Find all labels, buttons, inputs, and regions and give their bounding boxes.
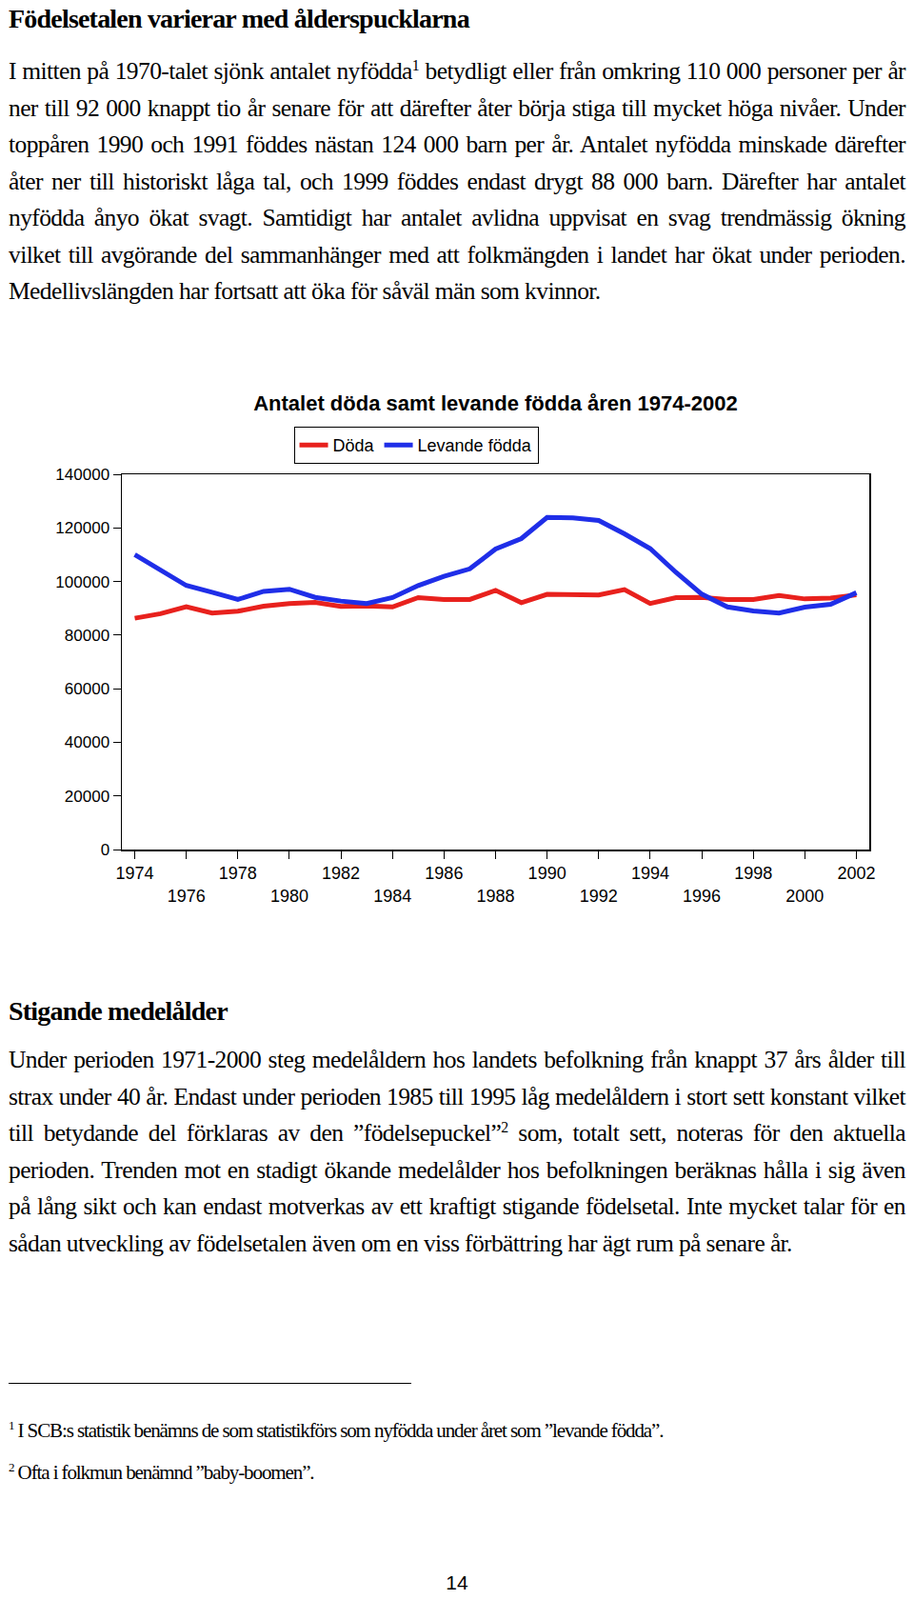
svg-text:1998: 1998 bbox=[734, 863, 773, 883]
svg-text:2002: 2002 bbox=[836, 863, 875, 883]
svg-text:1980: 1980 bbox=[270, 886, 309, 906]
svg-text:1988: 1988 bbox=[476, 886, 515, 906]
svg-text:2000: 2000 bbox=[785, 886, 824, 906]
html-text:Födelsetalen varierar med ålde: Födelsetalen varierar med ålderspucklarn… bbox=[8, 3, 470, 34]
svg-text:Döda: Döda bbox=[333, 436, 376, 456]
svg-text:1990: 1990 bbox=[528, 863, 567, 883]
html-text:Stigande medelålder: Stigande medelålder bbox=[8, 995, 228, 1026]
svg-text:20000: 20000 bbox=[64, 787, 110, 806]
svg-text:140000: 140000 bbox=[55, 465, 110, 484]
html-text:1I SCB:s statistik benämns de: 1I SCB:s statistik benämns de som statis… bbox=[8, 1417, 664, 1442]
svg-text:40000: 40000 bbox=[64, 733, 110, 752]
html-text:I mitten på 1970-talet sjönk a: I mitten på 1970-talet sjönk antalet nyf… bbox=[8, 56, 906, 305]
svg-text:1986: 1986 bbox=[424, 863, 463, 883]
svg-text:1974: 1974 bbox=[116, 863, 155, 883]
html-text:Under perioden 1971-2000 steg: Under perioden 1971-2000 steg medelålder… bbox=[8, 1045, 906, 1257]
svg-text:Levande födda: Levande födda bbox=[417, 436, 533, 456]
html-text:14: 14 bbox=[445, 1570, 469, 1593]
svg-text:80000: 80000 bbox=[64, 626, 110, 645]
svg-text:1992: 1992 bbox=[579, 886, 618, 906]
svg-text:60000: 60000 bbox=[64, 679, 110, 698]
svg-text:1982: 1982 bbox=[321, 863, 360, 883]
svg-text:1976: 1976 bbox=[167, 886, 206, 906]
svg-text:1996: 1996 bbox=[682, 886, 721, 906]
svg-text:1994: 1994 bbox=[631, 863, 670, 883]
svg-text:120000: 120000 bbox=[55, 518, 110, 537]
svg-text:100000: 100000 bbox=[55, 573, 110, 592]
html-text:2Ofta i folkmun benämnd ”baby-: 2Ofta i folkmun benämnd ”baby-boomen”. bbox=[8, 1459, 314, 1484]
svg-text:0: 0 bbox=[100, 840, 110, 859]
svg-text:1984: 1984 bbox=[373, 886, 412, 906]
svg-text:Antalet döda samt levande född: Antalet döda samt levande födda åren 197… bbox=[253, 391, 738, 416]
svg-text:1978: 1978 bbox=[218, 863, 258, 883]
